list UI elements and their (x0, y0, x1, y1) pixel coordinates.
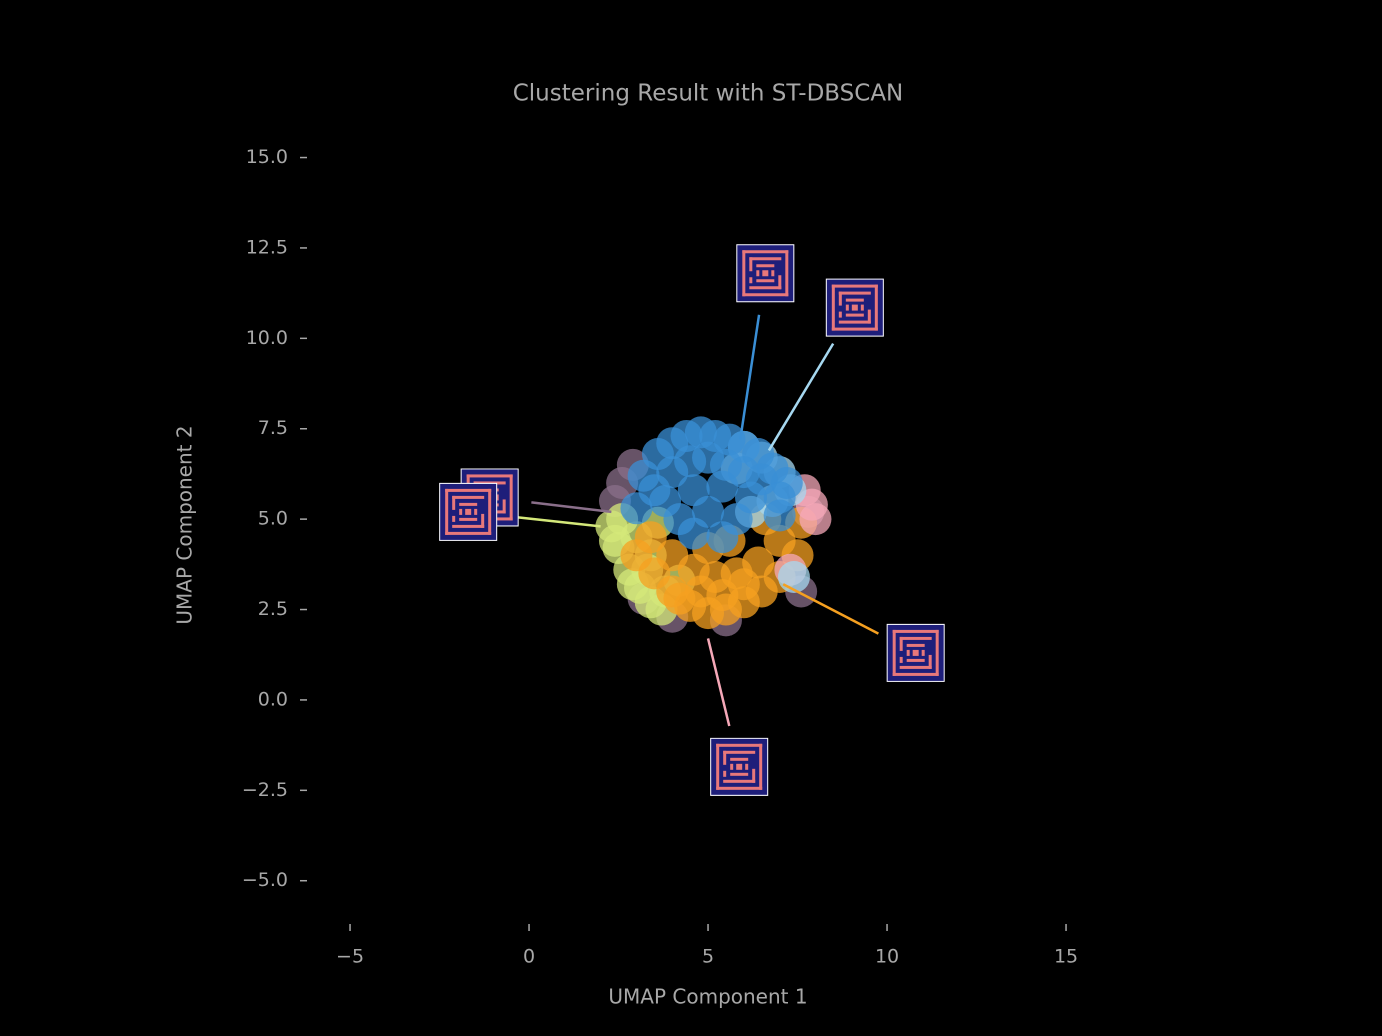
chart-title: Clustering Result with ST-DBSCAN (513, 81, 904, 107)
point (799, 503, 832, 536)
thumbnail (825, 278, 884, 337)
x-tick-label: 0 (523, 946, 535, 968)
y-tick-label: 7.5 (258, 417, 288, 439)
x-tick-label: 15 (1054, 946, 1078, 968)
point (727, 568, 760, 601)
x-tick-label: 10 (875, 946, 899, 968)
annotation-line (531, 501, 612, 514)
y-tick-label: −2.5 (242, 779, 288, 801)
annotation-line (706, 638, 731, 727)
y-tick-label: 5.0 (258, 508, 288, 530)
y-axis-label: UMAP Component 2 (173, 425, 197, 624)
annotation-line (782, 583, 879, 635)
x-axis-label: UMAP Component 1 (608, 985, 807, 1009)
x-tick-label: 5 (702, 946, 714, 968)
y-tick-label: 15.0 (246, 146, 288, 168)
point (706, 521, 739, 554)
point (677, 517, 710, 550)
point (777, 560, 810, 593)
point (620, 492, 653, 525)
x-tick-label: −5 (336, 946, 364, 968)
y-tick-label: 2.5 (258, 598, 288, 620)
point (706, 470, 739, 503)
thumbnail (439, 482, 498, 541)
y-tick-label: −5.0 (242, 869, 288, 891)
y-tick-label: 0.0 (258, 688, 288, 710)
point (634, 521, 667, 554)
thumbnail (710, 737, 769, 796)
y-tick-label: 10.0 (246, 327, 288, 349)
annotation-line (739, 314, 761, 440)
thumbnail (736, 244, 795, 303)
thumbnail (886, 623, 945, 682)
y-tick-label: 12.5 (246, 236, 288, 258)
annotation-line (509, 515, 601, 528)
annotation-line (767, 342, 835, 452)
point (763, 499, 796, 532)
